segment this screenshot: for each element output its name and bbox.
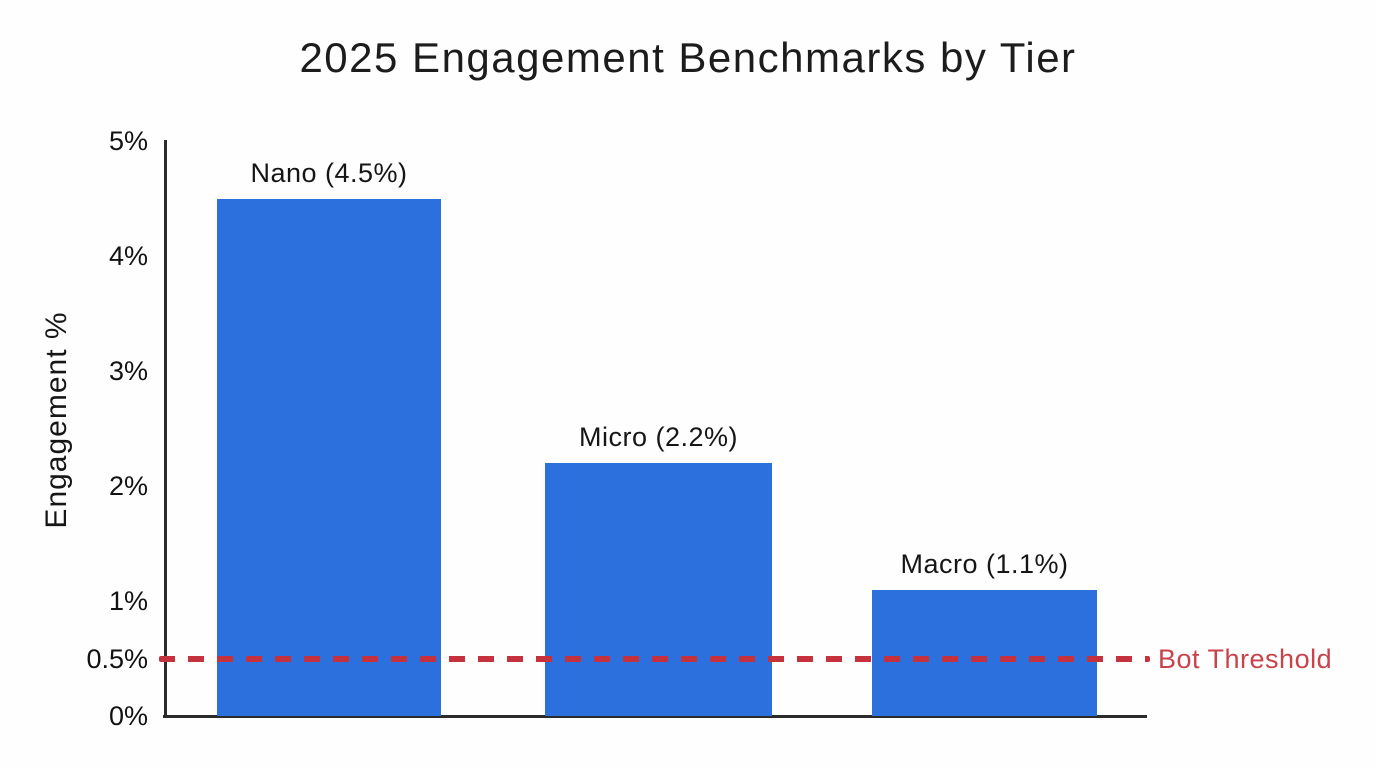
- bar-label-nano: Nano (4.5%): [250, 157, 408, 188]
- y-tick-label: 0%: [108, 701, 148, 731]
- y-axis-line: [164, 140, 167, 718]
- y-tick-label: 5%: [108, 126, 148, 156]
- x-axis-line: [163, 715, 1147, 718]
- y-tick-label: 4%: [108, 241, 148, 271]
- bar-label-micro: Micro (2.2%): [578, 422, 739, 452]
- chart-title: 2025 Engagement Benchmarks by Tier: [299, 34, 1077, 81]
- y-tick-label: 0.5%: [86, 643, 148, 674]
- y-tick-label: 3%: [108, 356, 148, 386]
- bar-nano: [217, 198, 441, 716]
- bar-label-macro: Macro (1.1%): [900, 548, 1069, 579]
- bot-threshold-line: [159, 655, 1150, 662]
- y-tick-label: 1%: [108, 586, 148, 616]
- bar-macro: [872, 589, 1097, 716]
- y-tick-label: 2%: [108, 471, 148, 501]
- bot-threshold-label: Bot Threshold: [1158, 643, 1333, 674]
- bar-micro: [545, 463, 772, 716]
